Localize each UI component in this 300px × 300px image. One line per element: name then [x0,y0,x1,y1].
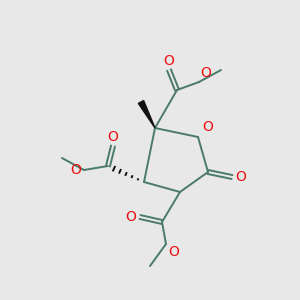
Text: O: O [164,54,174,68]
Text: O: O [70,163,81,177]
Text: O: O [125,210,136,224]
Text: O: O [235,170,246,184]
Text: O: O [108,130,118,144]
Text: O: O [168,245,179,259]
Polygon shape [138,100,155,128]
Text: O: O [200,66,211,80]
Text: O: O [202,120,213,134]
